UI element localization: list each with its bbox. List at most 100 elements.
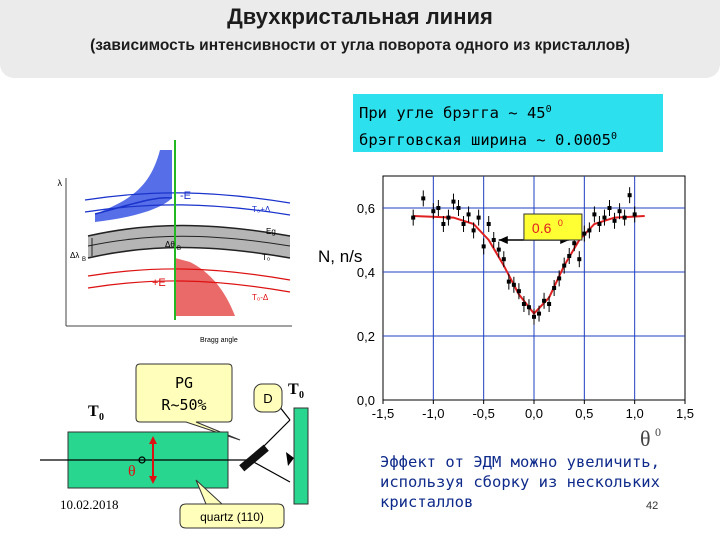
data-point [617, 209, 622, 214]
t0-minus-delta-label: T₀-Δ [252, 293, 269, 302]
data-point [521, 302, 526, 306]
bragg-info-box: При угле брэгга ~ 450 брэгговская ширина… [353, 94, 663, 152]
page-subtitle: (зависимость интенсивности от угла повор… [90, 37, 630, 54]
rotation-center [138, 456, 146, 464]
minus-e-band [95, 150, 172, 222]
y-tick-label: 0,6 [357, 201, 375, 216]
page-number: 42 [646, 500, 659, 512]
page-title: Двухкристальная линия [227, 4, 493, 29]
data-point [481, 244, 486, 249]
data-point [446, 215, 451, 220]
data-point [602, 215, 607, 220]
minus-e-label: -E [180, 190, 191, 202]
t0-right-label: T [288, 381, 299, 398]
data-point [547, 302, 552, 306]
x-tick-label: -0,5 [472, 406, 494, 421]
data-point [496, 247, 501, 252]
lambda-axis-label: λ [58, 178, 63, 188]
data-point [461, 222, 466, 226]
dtheta-label: Δθ [165, 240, 175, 249]
data-point [592, 212, 597, 217]
pg-callout [135, 363, 241, 441]
x-axis-title-sup: 0 [655, 425, 661, 439]
data-points-group [411, 187, 637, 325]
x-tick-label: 0,5 [575, 406, 593, 421]
width-annotation-box [523, 213, 583, 241]
gap-band [88, 225, 290, 258]
data-point [476, 215, 481, 220]
chart-ticks: 0,0 0,2 0,4 0,6 -1,5 -1,0 -0,5 0,0 0,5 1,0 1,5 [357, 201, 694, 421]
dlambda-label: Δλ [70, 251, 79, 260]
gap-top-line [87, 224, 291, 237]
t0-label: T₀ [262, 253, 270, 262]
band-diagram: λ -E +E T₀+Δ Eg T₀ T₀-Δ Δθ B Δλ B Bragg … [58, 140, 292, 344]
data-point [471, 228, 476, 233]
data-point [557, 276, 562, 281]
detector-box [253, 383, 283, 413]
t0-right-subscript: 0 [299, 390, 304, 401]
beam-arrowhead [286, 452, 294, 466]
gap-bottom-line [87, 246, 291, 259]
y-tick-label: 0,0 [357, 393, 375, 408]
data-point [436, 206, 441, 210]
data-point [632, 212, 637, 217]
data-point [627, 193, 632, 198]
dlambda-subscript: B [82, 257, 86, 263]
data-point [491, 238, 496, 242]
eg-label: Eg [266, 227, 276, 236]
quartz-callout [179, 479, 285, 529]
data-point [411, 215, 416, 220]
data-point [552, 286, 557, 290]
rocking-curve-chart: 0,0 0,2 0,4 0,6 -1,5 -1,0 -0,5 0,0 0,5 1,0 1,5 0.6… [318, 175, 694, 451]
plus-e-band [175, 258, 235, 316]
width-annotation-group: 0.6 0 [498, 213, 583, 244]
data-point [612, 218, 617, 223]
y-axis-title: N, n/s [318, 247, 362, 266]
data-point [562, 263, 567, 268]
effect-description: Эффект от ЭДМ можно увеличить, используя… [380, 453, 660, 511]
t0-plus-delta-label: T₀+Δ [252, 205, 271, 214]
data-point [587, 228, 592, 233]
t0-left-subscript: 0 [99, 412, 104, 423]
data-point [607, 206, 612, 210]
reflected-beam-down [249, 459, 291, 483]
data-point [501, 257, 506, 262]
degree-sup: 0 [545, 104, 552, 115]
x-tick-label: -1,5 [372, 406, 394, 421]
t0-left-label: T [88, 403, 99, 420]
bragg-angle-text: При угле брэгга ~ 45 [359, 104, 546, 122]
x-tick-label: 0,0 [525, 406, 543, 421]
x-tick-label: 1,0 [626, 406, 644, 421]
t0-plus-delta-line-1 [84, 192, 291, 204]
dtheta-subscript: B [177, 246, 181, 252]
data-point [537, 311, 542, 316]
t0-line [87, 235, 291, 247]
data-point [622, 215, 627, 220]
data-point [572, 241, 577, 246]
bragg-angle-axis-label: Bragg angle [200, 337, 238, 344]
data-point [506, 279, 511, 284]
data-point [466, 212, 471, 217]
width-annotation-sup: 0 [558, 218, 563, 228]
data-point [526, 305, 531, 310]
x-tick-label: -1,0 [422, 406, 444, 421]
quartz-label: quartz (110) [200, 510, 264, 524]
x-axis-title: θ [640, 426, 651, 451]
detector-label: D [263, 391, 272, 406]
rotation-arrow-head-down [149, 476, 157, 484]
x-tick-label: 1,5 [676, 406, 694, 421]
data-point [456, 206, 461, 210]
title-banner [0, 0, 720, 78]
degree-sup: 0 [610, 131, 617, 142]
data-point [516, 289, 521, 294]
data-point [597, 222, 602, 226]
data-point [511, 282, 516, 287]
t0-minus-delta-line-1 [87, 268, 291, 281]
pg-label: PG [175, 374, 193, 392]
plus-e-label: +E [152, 277, 166, 289]
width-annotation-label: 0.6 [532, 220, 552, 236]
data-point [431, 209, 436, 214]
setup-diagram: PG R~50% T 0 θ D T 0 quartz (110) [40, 363, 309, 529]
data-point [567, 254, 572, 258]
